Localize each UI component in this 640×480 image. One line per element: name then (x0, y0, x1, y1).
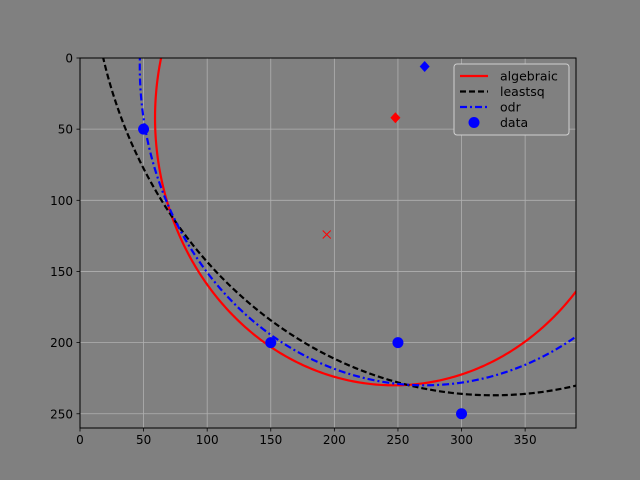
x-tick-label: 300 (450, 433, 473, 447)
data-point (456, 408, 468, 420)
y-tick-label: 200 (50, 336, 73, 350)
x-tick-label: 0 (76, 433, 84, 447)
data-point (138, 123, 150, 135)
plot-frame (79, 57, 577, 429)
x-tick-label: 250 (386, 433, 409, 447)
data-point (392, 337, 404, 349)
y-tick-label: 250 (50, 407, 73, 421)
y-tick-label: 150 (50, 265, 73, 279)
axes: 0 50 100 150 200 250 300 350 0 50 100 150 200 250 (50, 52, 536, 448)
data-point (265, 337, 277, 349)
y-tick-label: 50 (58, 123, 73, 137)
legend-label-leastsq: leastsq (500, 84, 545, 99)
fit-curves (102, 58, 576, 397)
x-tick-label: 150 (259, 433, 282, 447)
center-x-marker (322, 230, 332, 239)
center-diamond-marker (419, 61, 430, 73)
legend-box (453, 63, 570, 136)
legend-label-algebraic: algebraic (500, 69, 558, 84)
legend-label-data: data (500, 115, 528, 130)
series-odr-curve (138, 58, 576, 387)
y-tick-label: 100 (50, 194, 73, 208)
markers (138, 61, 468, 420)
x-tick-label: 350 (514, 433, 537, 447)
legend-swatch-data (468, 117, 480, 128)
center-diamond-marker (390, 112, 401, 124)
legend-label-odr: odr (500, 100, 522, 115)
series-algebraic-curve (153, 58, 576, 387)
y-tick-label: 0 (65, 52, 73, 66)
x-tick-label: 100 (196, 433, 219, 447)
x-tick-label: 200 (323, 433, 346, 447)
x-tick-label: 50 (136, 433, 151, 447)
